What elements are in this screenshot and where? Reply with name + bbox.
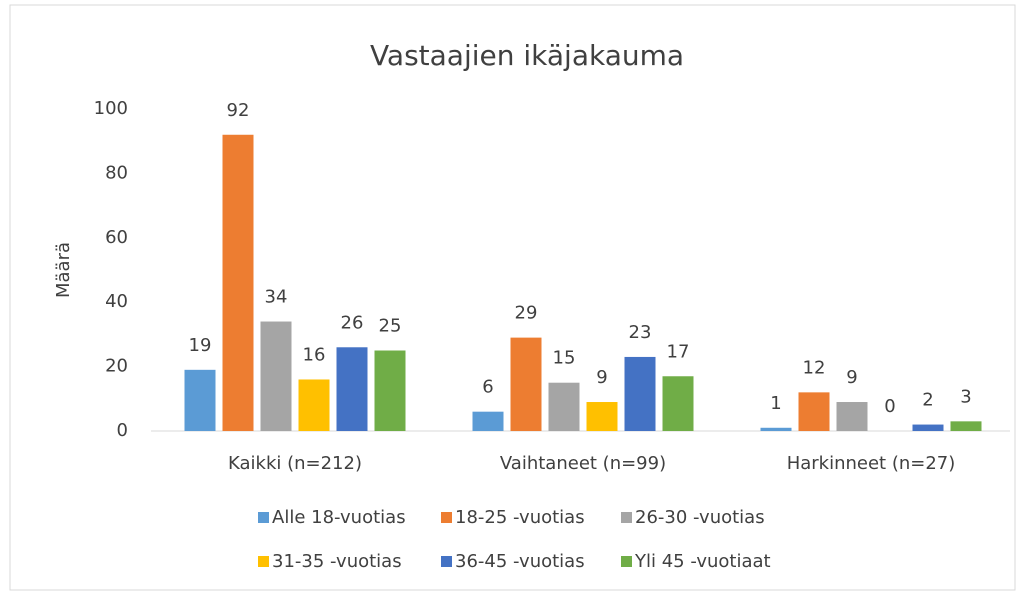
bar	[260, 321, 292, 431]
bar	[662, 376, 694, 431]
data-label: 26	[341, 312, 364, 333]
data-label: 15	[553, 348, 576, 369]
y-tick-label: 100	[94, 98, 128, 119]
data-label: 12	[803, 357, 826, 378]
legend-swatch	[621, 556, 632, 567]
bar	[760, 427, 792, 431]
legend-swatch	[258, 512, 269, 523]
bar	[548, 382, 580, 431]
legend-label: 31-35 -vuotias	[272, 551, 402, 572]
x-tick-label: Vaihtaneet (n=99)	[500, 453, 666, 474]
bar	[624, 356, 656, 431]
bar	[586, 402, 618, 431]
bar	[222, 134, 254, 431]
legend-label: 36-45 -vuotias	[455, 551, 585, 572]
data-label: 6	[482, 377, 493, 398]
bar	[336, 347, 368, 431]
legend-label: Yli 45 -vuotiaat	[634, 551, 771, 572]
x-tick-label: Kaikki (n=212)	[228, 453, 362, 474]
y-axis-label: Määrä	[53, 242, 74, 298]
chart-title: Vastaajien ikäjakauma	[370, 39, 684, 72]
legend-label: 26-30 -vuotias	[635, 507, 765, 528]
bar	[472, 411, 504, 431]
data-label: 25	[379, 316, 402, 337]
data-label: 1	[770, 393, 781, 414]
x-tick-label: Harkinneet (n=27)	[787, 453, 956, 474]
data-label: 34	[265, 287, 288, 308]
data-label: 9	[596, 367, 607, 388]
y-tick-label: 20	[105, 356, 128, 377]
legend-swatch	[441, 512, 452, 523]
data-label: 19	[189, 335, 212, 356]
data-label: 92	[227, 100, 250, 121]
legend-label: Alle 18-vuotias	[272, 507, 406, 528]
bar	[836, 402, 868, 431]
y-tick-label: 0	[117, 420, 128, 441]
chart-border	[9, 4, 1016, 591]
data-label: 9	[846, 367, 857, 388]
data-label: 0	[884, 396, 895, 417]
data-label: 16	[303, 344, 326, 365]
bar	[374, 350, 406, 431]
bar	[912, 424, 944, 431]
y-tick-label: 40	[105, 291, 128, 312]
y-tick-label: 60	[105, 227, 128, 248]
data-label: 3	[960, 386, 971, 407]
bar	[298, 379, 330, 431]
data-label: 29	[515, 303, 538, 324]
y-tick-label: 80	[105, 162, 128, 183]
legend-swatch	[258, 556, 269, 567]
data-label: 23	[629, 322, 652, 343]
legend-label: 18-25 -vuotias	[455, 507, 585, 528]
legend-swatch	[441, 556, 452, 567]
legend-swatch	[621, 512, 632, 523]
data-label: 2	[922, 390, 933, 411]
bar	[184, 369, 216, 431]
data-label: 17	[667, 341, 690, 362]
bar	[510, 337, 542, 431]
bar	[950, 421, 982, 431]
bar	[798, 392, 830, 431]
